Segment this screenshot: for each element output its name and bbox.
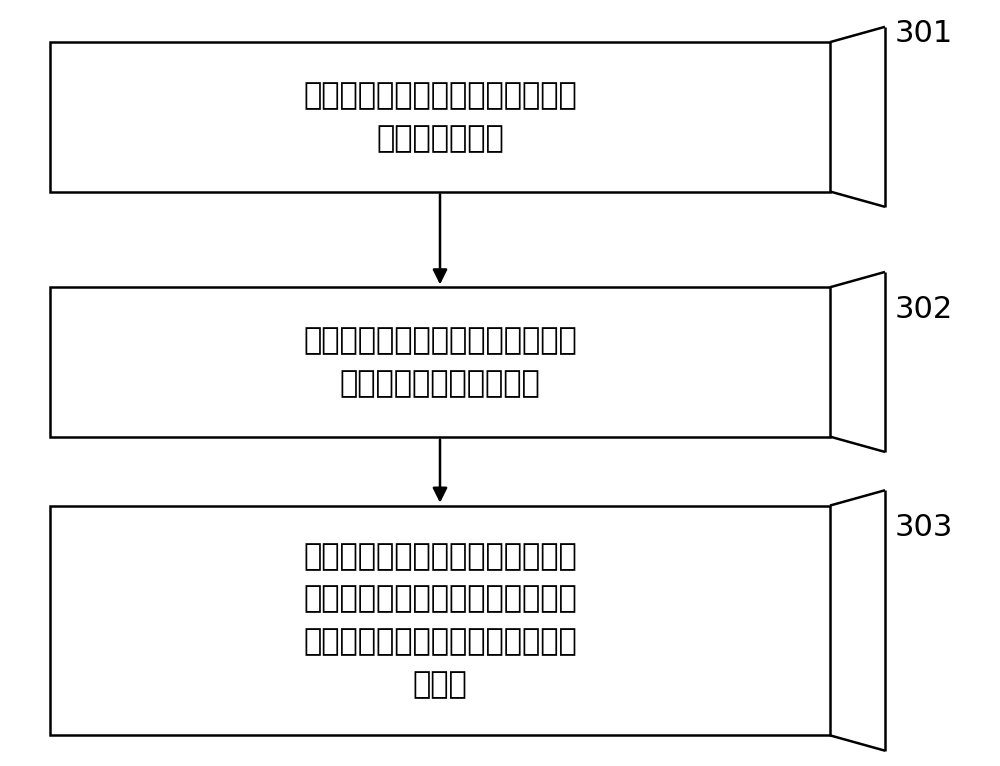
Text: 确定传动执行部的实际可运动范围
和极限运动位置: 确定传动执行部的实际可运动范围 和极限运动位置 [303, 81, 577, 152]
Text: 在为否时，根据实际可运动范围和
极限运动位置，控制电机驱动传动
执行部运动至传动执行部的预设初
始位置: 在为否时，根据实际可运动范围和 极限运动位置，控制电机驱动传动 执行部运动至传动… [303, 542, 577, 699]
Bar [50, 287, 830, 437]
Bar [50, 42, 830, 192]
Text: 302: 302 [895, 295, 953, 324]
Text: 301: 301 [895, 19, 953, 48]
Bar [50, 506, 830, 735]
Text: 303: 303 [895, 513, 953, 542]
Text: 判断实际可运动范围是否小于传动
执行部的预设可运动范围: 判断实际可运动范围是否小于传动 执行部的预设可运动范围 [303, 326, 577, 398]
